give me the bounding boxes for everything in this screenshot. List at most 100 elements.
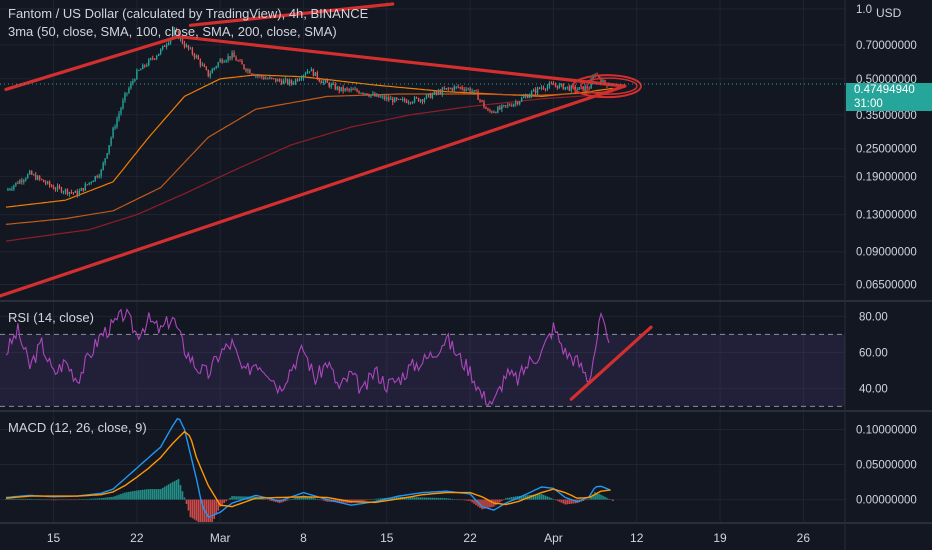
macd-histogram-bar <box>522 495 525 500</box>
candle-body <box>318 78 321 82</box>
candle-body <box>11 188 13 190</box>
candle-body <box>330 84 332 87</box>
currency-label[interactable]: USD <box>876 6 902 20</box>
macd-histogram-bar <box>485 499 487 509</box>
candle-body <box>427 93 430 96</box>
macd-histogram-bar <box>165 485 168 500</box>
candle-body <box>122 100 124 109</box>
macd-histogram-bar <box>231 496 233 500</box>
candle-body <box>419 99 422 102</box>
macd-histogram-bar <box>157 489 160 500</box>
macd-histogram-bar <box>558 499 561 502</box>
macd-histogram-bar <box>147 489 150 500</box>
macd-histogram-bar <box>66 499 69 501</box>
candle-body <box>13 185 15 189</box>
candle-body <box>604 80 606 84</box>
candle-body <box>306 71 309 74</box>
macd-histogram-bar <box>171 482 174 500</box>
candle-body <box>344 88 346 91</box>
price-axis-tick-label: 0.35000000 <box>856 110 917 122</box>
candle-body <box>495 111 497 113</box>
macd-histogram-bar <box>50 499 53 501</box>
candle-body <box>118 113 120 120</box>
candle-body <box>239 60 241 62</box>
candle-body <box>84 184 86 191</box>
candle-body <box>360 92 362 94</box>
candle-body <box>58 185 61 188</box>
macd-histogram-bar <box>598 493 600 500</box>
macd-histogram-bar <box>185 499 188 505</box>
macd-histogram-bar <box>546 496 549 500</box>
candle-body <box>132 81 134 84</box>
candle-body <box>534 89 537 93</box>
candle-body <box>154 58 156 60</box>
macd-histogram-bar <box>80 499 83 500</box>
macd-histogram-bar <box>203 499 206 522</box>
candle-body <box>401 98 404 100</box>
macd-histogram-bar <box>298 496 301 500</box>
candle-body <box>473 90 475 92</box>
macd-histogram-bar <box>510 497 513 500</box>
time-axis-tick-label: 15 <box>380 531 394 545</box>
macd-histogram-bar <box>272 499 275 502</box>
macd-histogram-bar <box>455 499 458 500</box>
candle-body <box>213 67 215 70</box>
candle-body <box>294 79 297 84</box>
macd-histogram-bar <box>294 497 297 500</box>
macd-histogram-bar <box>322 499 325 501</box>
candle-body <box>522 96 525 98</box>
macd-histogram-bar <box>552 498 555 500</box>
candle-body <box>112 128 114 138</box>
candle-body <box>74 190 77 193</box>
candle-body <box>94 176 96 181</box>
macd-histogram-bar <box>415 497 418 500</box>
macd-histogram-bar <box>227 499 229 501</box>
candle-body <box>72 192 75 194</box>
candle-body <box>340 87 342 91</box>
candle-body <box>524 95 527 97</box>
candle-body <box>163 45 166 48</box>
macd-histogram-bar <box>213 499 216 519</box>
macd-histogram-bar <box>338 499 340 503</box>
candle-body <box>64 189 67 192</box>
macd-histogram-bar <box>24 498 27 500</box>
macd-histogram-bar <box>264 499 267 500</box>
candle-body <box>19 180 21 184</box>
candle-body <box>548 83 551 87</box>
candle-body <box>215 66 217 68</box>
candle-body <box>396 97 398 100</box>
rsi-plot <box>0 307 845 407</box>
candle-body <box>471 91 473 93</box>
macd-histogram-bar <box>463 499 465 501</box>
macd-histogram-bar <box>114 496 116 500</box>
candle-body <box>44 182 47 184</box>
macd-histogram-bar <box>263 498 265 500</box>
candle-body <box>550 83 553 85</box>
candle-body <box>110 137 112 146</box>
macd-histogram-bar <box>134 490 136 500</box>
candle-body <box>489 110 491 112</box>
macd-histogram-bar <box>78 499 81 500</box>
candle-body <box>243 64 245 69</box>
macd-histogram-bar <box>467 499 469 501</box>
macd-histogram-bar <box>586 499 588 501</box>
macd-histogram-bar <box>532 494 535 500</box>
macd-histogram-bar <box>151 489 154 500</box>
macd-histogram-bar <box>397 496 400 500</box>
macd-histogram-bar <box>497 499 499 504</box>
candle-body <box>487 109 489 111</box>
macd-histogram-bar <box>221 499 223 505</box>
macd-histogram-bar <box>326 499 329 502</box>
macd-histogram-bar <box>209 499 212 522</box>
macd-histogram-bar <box>411 497 414 500</box>
macd-histogram-bar <box>26 498 29 500</box>
macd-histogram-bar <box>60 499 63 501</box>
macd-histogram-bar <box>417 497 420 500</box>
macd-histogram-bar <box>136 490 138 500</box>
macd-histogram-bar <box>70 499 73 501</box>
candle-body <box>386 97 388 100</box>
macd-histogram-bar <box>308 496 311 500</box>
candle-body <box>465 89 467 91</box>
macd-histogram-bar <box>413 497 416 500</box>
